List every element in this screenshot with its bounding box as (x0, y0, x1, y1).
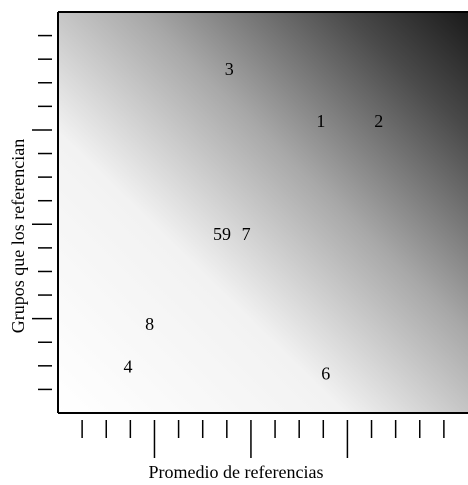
point-label-2: 2 (374, 111, 383, 131)
point-label-3: 3 (225, 59, 234, 79)
x-axis-label: Promedio de referencias (149, 462, 324, 482)
data-points: 1 2 3 59 7 8 4 6 (123, 59, 383, 383)
point-label-8: 8 (145, 314, 154, 334)
plot-area (58, 12, 468, 413)
point-label-1: 1 (316, 111, 325, 131)
point-label-7: 7 (242, 224, 251, 244)
y-axis-ticks (32, 34, 52, 391)
x-axis-ticks (81, 420, 445, 458)
point-label-59: 59 (213, 224, 231, 244)
point-label-6: 6 (321, 363, 330, 383)
point-label-4: 4 (123, 356, 132, 376)
y-axis-label: Grupos que los referencian (8, 139, 28, 333)
